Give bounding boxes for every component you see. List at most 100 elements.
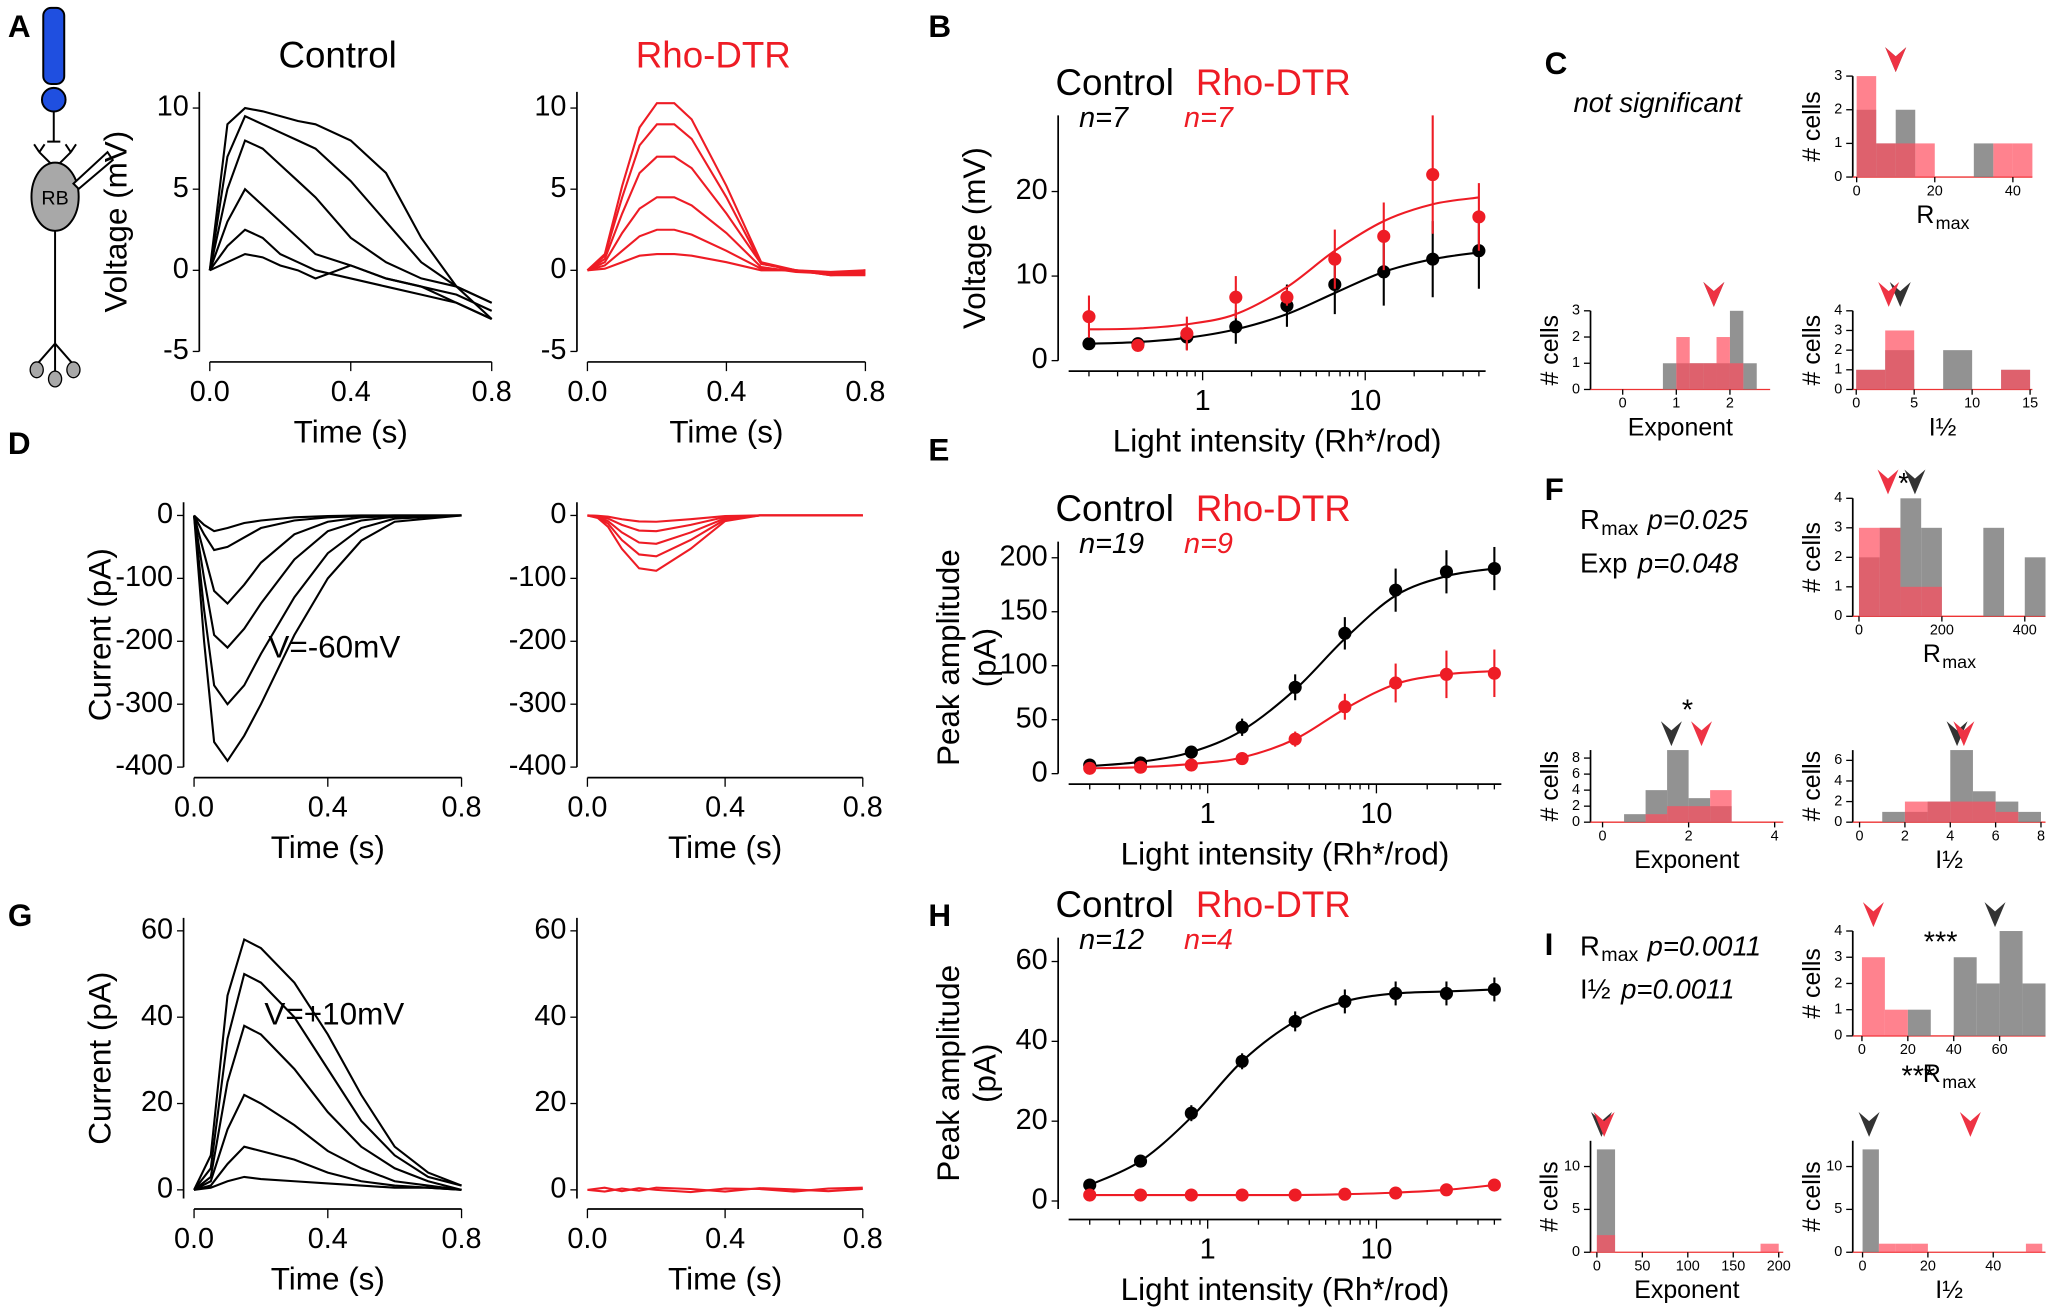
y-tick-label: 4	[1834, 490, 1842, 506]
trace	[193, 1093, 462, 1191]
y-tick-label: 20	[1016, 174, 1048, 206]
y-tick-label: 0	[1032, 343, 1048, 375]
panel-line: -400 -300 -200 -100 0 0.0 0.4 0.8 Time (s)	[509, 498, 883, 865]
y-tick-label: -5	[163, 334, 189, 366]
histogram-bar	[1703, 363, 1717, 390]
panel-line: 0 20 40 60 0.0 0.4 0.8 Time (s)	[534, 913, 882, 1296]
x-tick-label: 0.4	[706, 376, 746, 408]
y-axis-label: # cells	[1536, 751, 1564, 822]
y-tick-label: -5	[541, 334, 567, 366]
x-tick-label: 40	[1985, 1258, 2001, 1274]
y-tick-label: 0	[550, 498, 566, 530]
data-point	[1377, 229, 1391, 243]
y-tick-label: 5	[173, 172, 189, 204]
terminal	[47, 370, 63, 388]
legend-entry: Rho-DTR	[1196, 62, 1351, 103]
trace	[587, 228, 866, 275]
y-tick-label: -400	[509, 750, 567, 782]
y-tick-label: 1	[1834, 1001, 1842, 1017]
histogram-bar	[1878, 1243, 1896, 1253]
histogram-bar	[1950, 801, 1973, 823]
trace	[193, 937, 462, 1191]
x-axis-label: I½	[1935, 1276, 1963, 1304]
x-tick-label: 20	[1920, 1258, 1936, 1274]
histogram-bar	[1915, 143, 1935, 178]
panel-scatter: 0 50 100 150 200 1 10 Light intensity (Rh*/rod)…	[928, 433, 1502, 872]
histogram-bar	[1943, 350, 1973, 390]
y-tick-label: -100	[509, 561, 567, 593]
y-tick-label: 40	[1016, 1024, 1048, 1056]
y-tick-label: 2	[1834, 342, 1842, 358]
x-tick-label: 10	[1964, 396, 1980, 412]
histogram-bar	[1862, 1149, 1879, 1253]
data-point	[1184, 758, 1198, 772]
x-axis-label: Exponent	[1634, 846, 1739, 874]
x-tick-label: 2	[1901, 828, 1909, 844]
mean-arrow	[1691, 721, 1713, 747]
legend-n: n=19	[1079, 528, 1144, 560]
x-tick-label: 0.8	[472, 376, 512, 408]
histogram-bar	[1900, 498, 1922, 617]
trace	[208, 228, 493, 320]
y-tick-label: 2	[1834, 793, 1842, 809]
trace	[193, 514, 462, 606]
y-tick-label: 150	[1000, 594, 1048, 626]
y-tick-label: 0	[1032, 1184, 1048, 1216]
y-tick-label: -300	[115, 687, 173, 719]
x-axis-label: R	[1923, 1060, 1941, 1088]
data-point	[1377, 265, 1391, 279]
histogram-bar	[2001, 369, 2031, 390]
histogram-bar	[1911, 1243, 1928, 1253]
x-tick-label: 0.4	[308, 1223, 348, 1255]
histogram-bar	[2018, 811, 2041, 823]
histogram-bar	[1716, 337, 1730, 390]
x-tick-label: 0.8	[442, 1223, 482, 1255]
x-tick-label: 100	[1676, 1258, 1700, 1274]
data-point	[1288, 732, 1302, 746]
panel-scatter: 0 10 20 1 10 Light intensity (Rh*/rod) Voltage…	[928, 9, 1486, 459]
mean-arrow	[1703, 281, 1725, 307]
stat-p: not significant	[1573, 87, 1743, 118]
histogram-bar	[1885, 330, 1915, 390]
mean-arrow	[1946, 721, 1968, 747]
mean-arrow	[1858, 1111, 1880, 1137]
data-point	[1487, 1178, 1501, 1192]
y-axis-label: # cells	[1798, 948, 1826, 1019]
histogram-bar	[1879, 527, 1901, 617]
x-tick-label: 1	[1195, 385, 1211, 417]
histogram-bar	[1882, 811, 1905, 823]
data-point	[1426, 168, 1440, 182]
histogram-bar	[1976, 983, 2000, 1036]
x-axis-label: Time (s)	[271, 1261, 385, 1296]
cell-label: RB	[41, 188, 68, 210]
y-tick-label: 2	[1572, 798, 1580, 814]
x-tick-label: 10	[1360, 1234, 1392, 1266]
trace	[587, 514, 863, 572]
data-point	[1083, 1178, 1097, 1192]
annotation: ***	[1924, 927, 1958, 959]
panel-line: -5 0 5 10 0.0 0.4 0.8 Time (s) Rho-DTR	[534, 34, 885, 449]
y-tick-label: 20	[141, 1086, 173, 1118]
y-tick-label: -200	[509, 624, 567, 656]
x-tick-label: 50	[1634, 1258, 1650, 1274]
x-axis-label: R	[1923, 640, 1941, 668]
terminal	[29, 361, 44, 379]
panel-letter: C	[1545, 46, 1568, 81]
y-tick-label: 60	[141, 913, 173, 945]
x-tick-label: 0.8	[442, 792, 482, 824]
x-axis-label: Exponent	[1628, 413, 1733, 441]
y-tick-label: -400	[115, 750, 173, 782]
histogram-bar	[1596, 1149, 1616, 1253]
data-point	[1389, 583, 1403, 597]
y-tick-label: 0	[1834, 1244, 1842, 1260]
axon	[35, 230, 75, 374]
y-tick-label: 2	[1572, 329, 1580, 345]
histogram-bar	[1858, 527, 1880, 617]
panel-histogram: 0 1 2 3 4 0 5 10 15 I½ # cells	[1798, 281, 2038, 441]
y-tick-label: 4	[1834, 303, 1842, 319]
y-axis-label: # cells	[1798, 751, 1826, 822]
mean-arrow	[1885, 47, 1907, 73]
y-tick-label: 3	[1834, 520, 1842, 536]
